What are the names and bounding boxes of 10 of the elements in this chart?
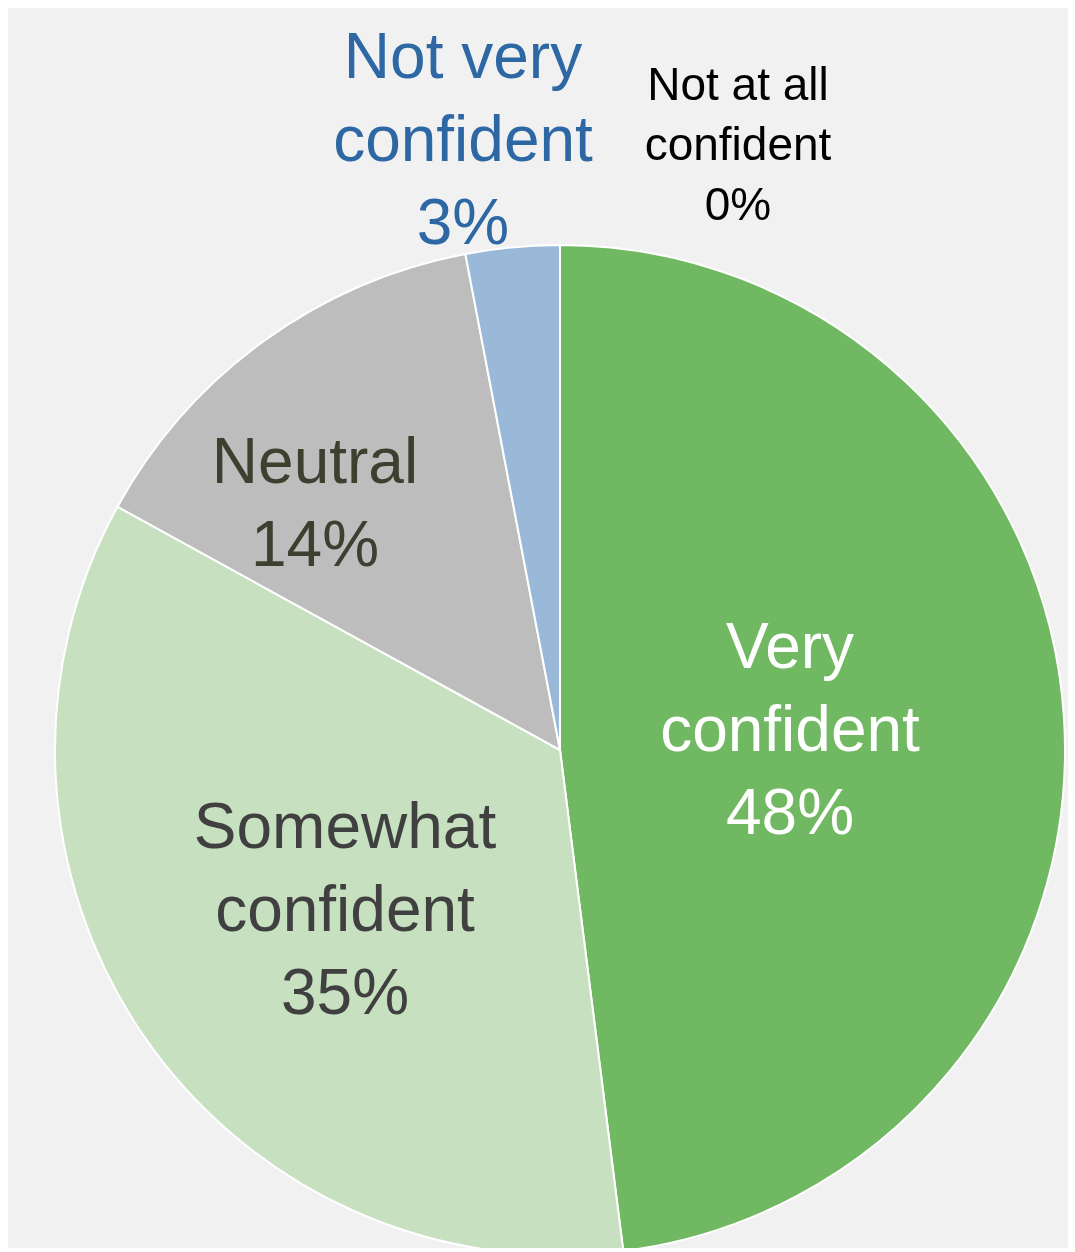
text: 0% [704, 177, 772, 230]
data-label: 35% [280, 956, 410, 1029]
data-label: 14% [250, 508, 380, 581]
slice-label: Somewhat confident [193, 790, 497, 946]
slice-label: Not very confident [333, 20, 594, 176]
slice-label: Neutral [211, 425, 419, 497]
data-label: 3% [416, 186, 510, 259]
data-label: 48% [725, 776, 855, 849]
category-label: Not at all confident [644, 58, 832, 170]
slice-label: Very confident [660, 610, 921, 766]
